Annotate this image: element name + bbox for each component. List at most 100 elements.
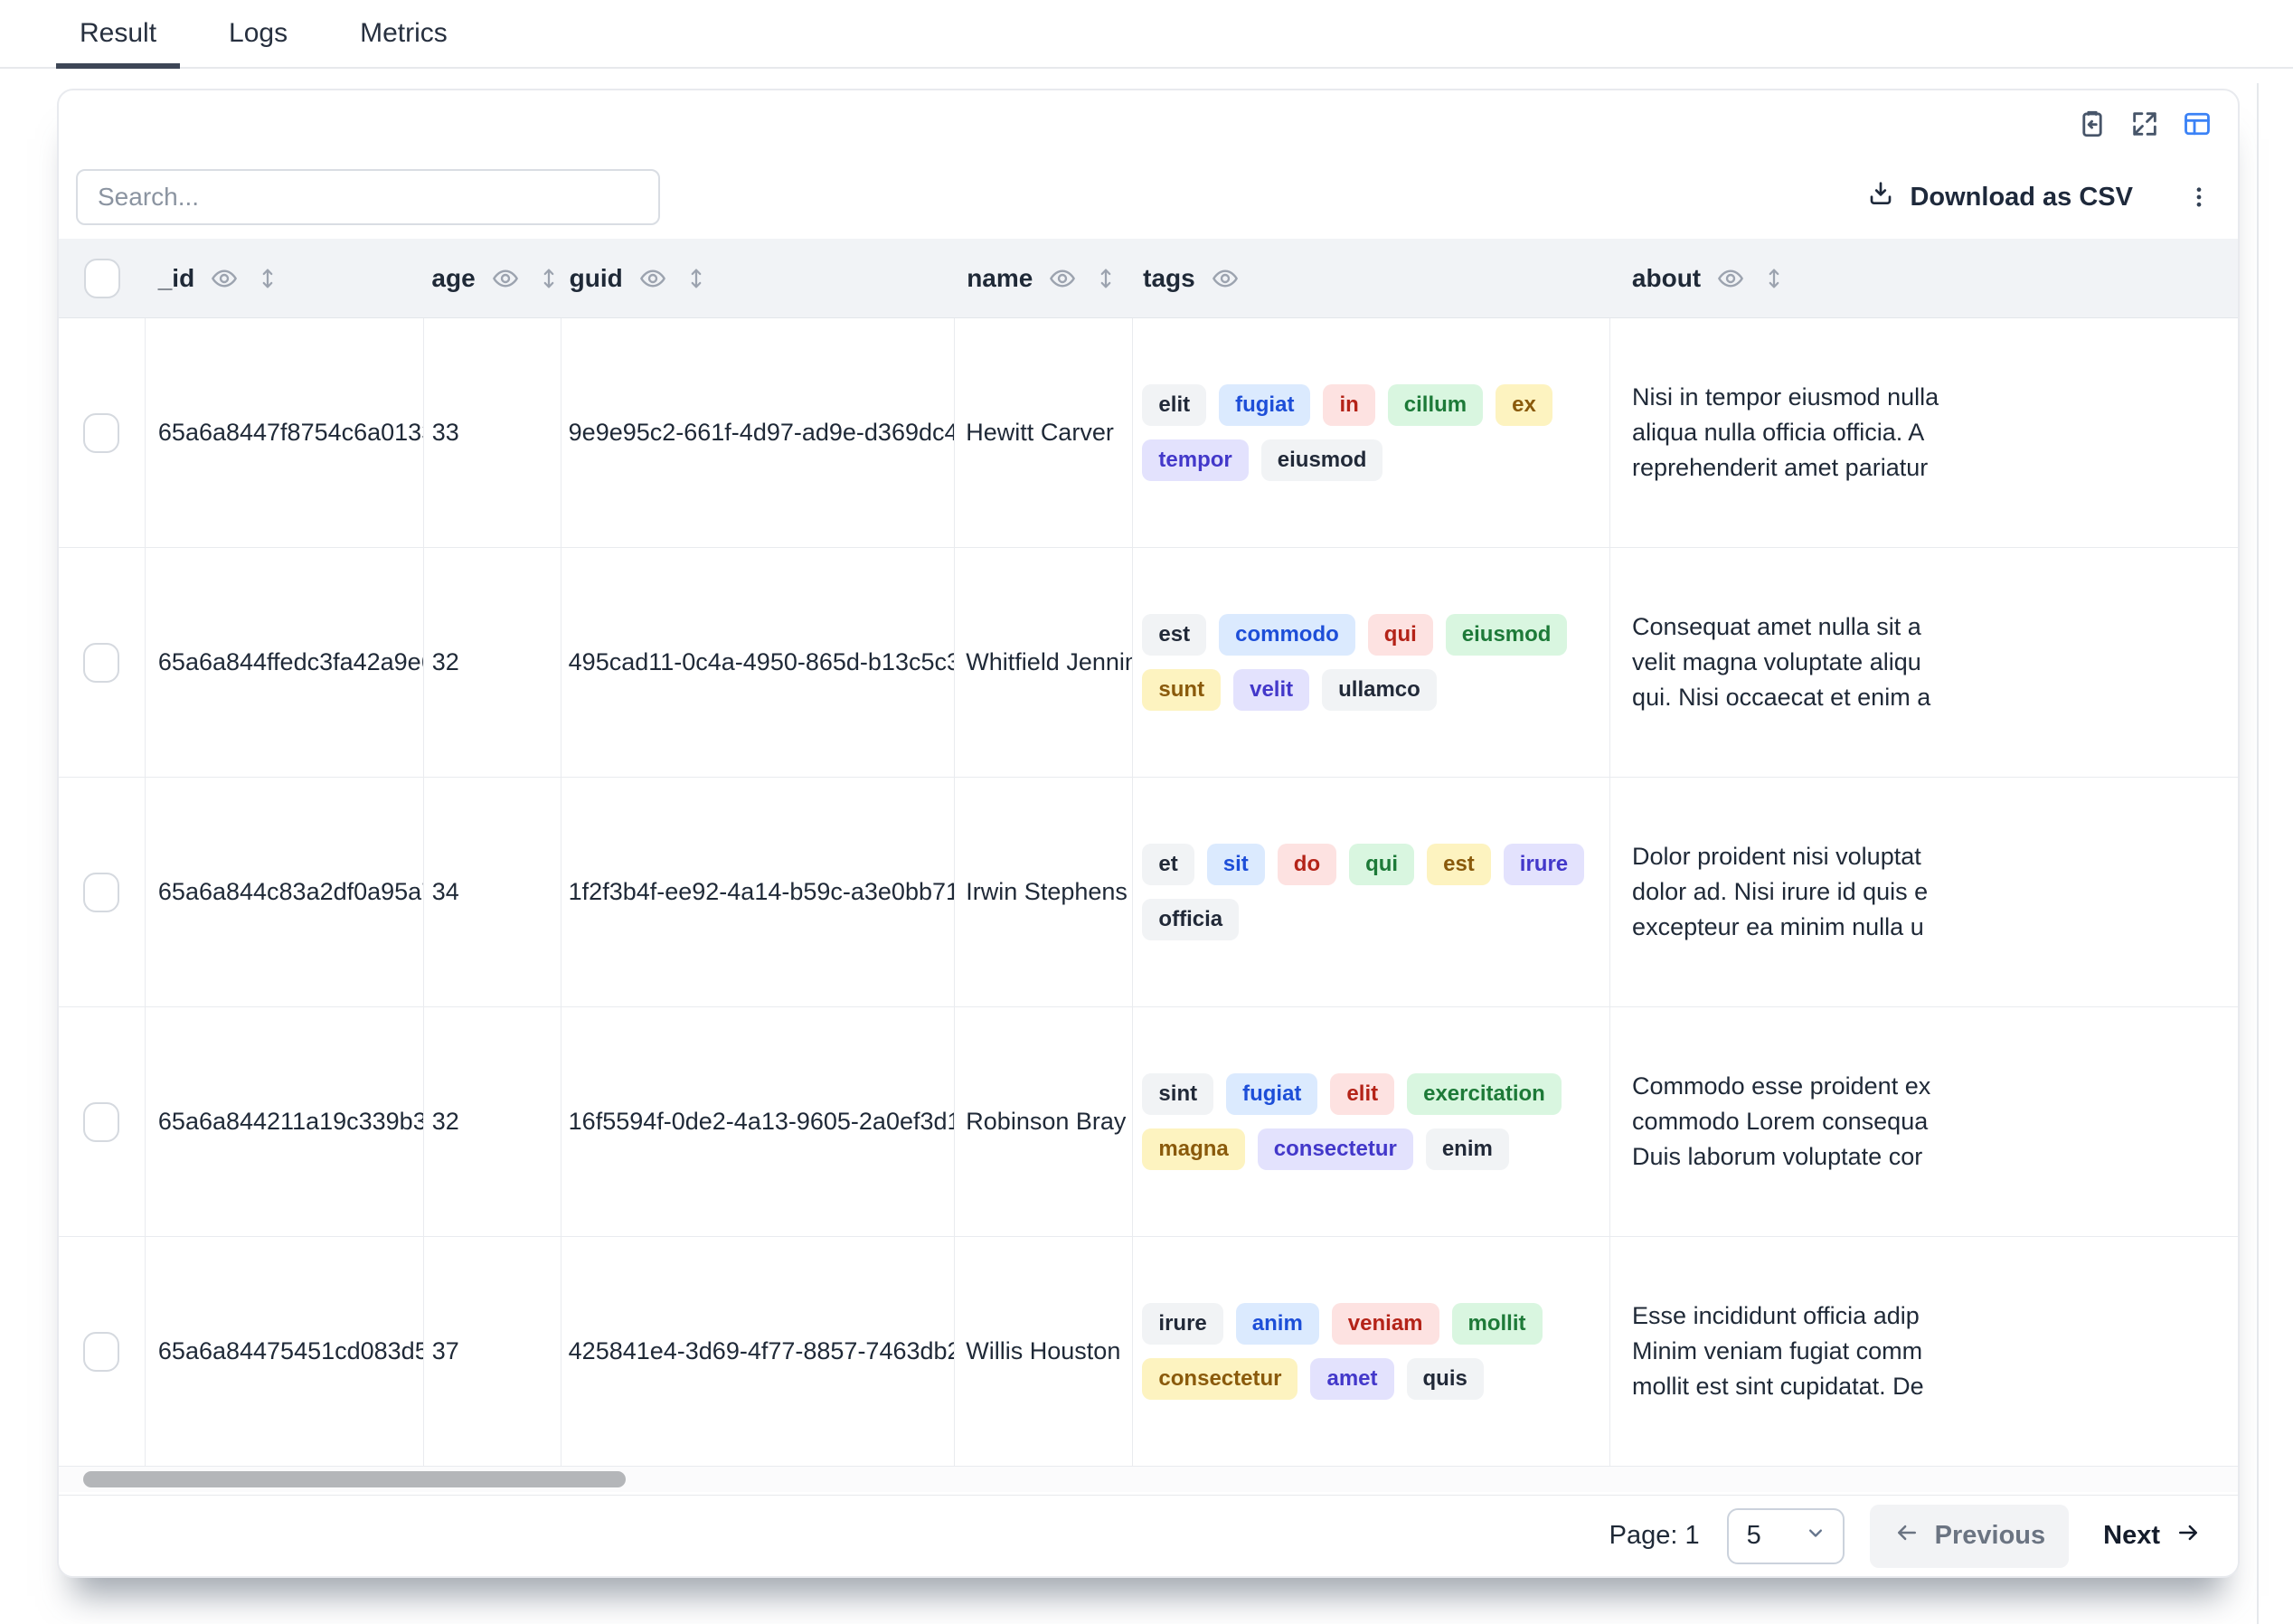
tag-pill: tempor — [1142, 439, 1249, 481]
tag-pill: amet — [1310, 1358, 1394, 1400]
eye-icon[interactable] — [210, 264, 239, 293]
cell-guid: 425841e4-3d69-4f77-8857-7463db211bb0 — [561, 1237, 956, 1466]
about-text-line: Duis laborum voluptate cor — [1632, 1143, 1923, 1170]
tag-pill: consectetur — [1142, 1358, 1298, 1400]
sort-icon[interactable] — [683, 265, 710, 292]
tag-pill: fugiat — [1219, 384, 1311, 426]
about-text-line: commodo Lorem consequa — [1632, 1108, 1929, 1135]
about-text-line: qui. Nisi occaecat et enim a — [1632, 684, 1931, 711]
cell-name: Willis Houston — [955, 1237, 1134, 1466]
table-columns-icon[interactable] — [2182, 109, 2213, 139]
eye-icon[interactable] — [491, 264, 520, 293]
about-text-line: Esse incididunt officia adip — [1632, 1302, 1920, 1329]
arrow-left-icon — [1893, 1519, 1920, 1553]
cell-name: Irwin Stephens — [955, 778, 1134, 1006]
cell-age: 32 — [424, 548, 561, 777]
tag-pill: veniam — [1331, 1303, 1439, 1345]
row-checkbox[interactable] — [83, 1101, 120, 1142]
cell-id: 65a6a844c83a2df0a95a76ee — [146, 778, 424, 1006]
sort-icon[interactable] — [535, 265, 562, 292]
tag-pill: exercitation — [1407, 1073, 1562, 1115]
cell-guid: 9e9e95c2-661f-4d97-ad9e-d369dc4d2349 — [561, 318, 956, 547]
tag-pill: in — [1323, 384, 1375, 426]
sort-icon[interactable] — [1760, 265, 1788, 292]
cell-name: Robinson Bray — [955, 1007, 1134, 1236]
tag-pill: elit — [1142, 384, 1207, 426]
tag-pill: irure — [1142, 1303, 1223, 1345]
sort-icon[interactable] — [1092, 265, 1119, 292]
search-input[interactable] — [76, 169, 660, 225]
eye-icon[interactable] — [1048, 264, 1077, 293]
table-body: 65a6a8447f8754c6a0133f79339e9e95c2-661f-… — [59, 318, 2238, 1467]
row-checkbox[interactable] — [83, 1331, 120, 1372]
row-checkbox[interactable] — [83, 872, 120, 912]
tag-pill: ullamco — [1322, 669, 1437, 711]
row-checkbox[interactable] — [83, 412, 120, 453]
cell-id: 65a6a844211a19c339b3e3d3 — [146, 1007, 424, 1236]
tag-pill: eiusmod — [1445, 614, 1568, 656]
horizontal-scrollbar-thumb[interactable] — [83, 1471, 626, 1487]
row-checkbox[interactable] — [83, 642, 120, 683]
horizontal-scrollbar-track — [59, 1467, 2238, 1492]
tag-pill: est — [1142, 614, 1207, 656]
column-header-name: name — [967, 263, 1033, 292]
select-all-checkbox[interactable] — [83, 258, 120, 298]
pagination-bar: Page: 1 5 Previous Next — [59, 1495, 2238, 1576]
tag-pill: elit — [1330, 1073, 1395, 1115]
previous-page-button[interactable]: Previous — [1869, 1504, 2070, 1568]
about-text-line: reprehenderit amet pariatur — [1632, 454, 1929, 481]
more-options-button[interactable] — [2185, 184, 2213, 211]
cell-tags: est commodo qui eiusmod sunt velit ullamco — [1133, 548, 1611, 777]
tag-pill: cillum — [1387, 384, 1484, 426]
tab-result[interactable]: Result — [56, 0, 181, 69]
panel-corner-icons — [2077, 109, 2213, 139]
cell-about: Esse incididunt officia adip Minim veniam… — [1610, 1237, 2238, 1466]
data-table: _id age guid name tags about 65a6a8447f8754c6… — [59, 239, 2238, 1467]
tab-logs[interactable]: Logs — [229, 18, 288, 48]
sort-icon[interactable] — [254, 265, 281, 292]
cell-guid: 1f2f3b4f-ee92-4a14-b59c-a3e0bb7174e4 — [561, 778, 956, 1006]
right-controls: Download as CSV — [1866, 179, 2213, 215]
column-header-tags: tags — [1143, 263, 1195, 292]
cell-tags: irure anim veniam mollit consectetur amet quis — [1133, 1237, 1611, 1466]
table-row: 65a6a844c83a2df0a95a76ee341f2f3b4f-ee92-… — [59, 778, 2238, 1007]
eye-icon[interactable] — [638, 264, 667, 293]
cell-about: Consequat amet nulla sit a velit magna vo… — [1610, 548, 2238, 777]
column-header-guid: guid — [569, 263, 623, 292]
tab-metrics[interactable]: Metrics — [360, 18, 448, 48]
eye-icon[interactable] — [1716, 264, 1745, 293]
tag-pill: consectetur — [1257, 1128, 1413, 1170]
cell-tags: sint fugiat elit exercitation magna consectet… — [1133, 1007, 1611, 1236]
download-csv-button[interactable]: Download as CSV — [1866, 179, 2133, 215]
page-size-select[interactable]: 5 — [1726, 1507, 1845, 1564]
cell-age: 34 — [424, 778, 561, 1006]
tag-pill: quis — [1406, 1358, 1484, 1400]
tag-pill: commodo — [1219, 614, 1355, 656]
cell-guid: 16f5594f-0de2-4a13-9605-2a0ef3d1b3d2 — [561, 1007, 956, 1236]
table-row: 65a6a84475451cd083d5eacc37425841e4-3d69-… — [59, 1237, 2238, 1467]
result-panel: Download as CSV _id age guid name tags about … — [57, 89, 2240, 1578]
table-header-row: _id age guid name tags about — [59, 239, 2238, 318]
expand-icon[interactable] — [2129, 109, 2160, 139]
about-text-line: dolor ad. Nisi irure id quis e — [1632, 878, 1929, 905]
table-controls: Download as CSV — [76, 169, 2213, 225]
about-text-line: mollit est sint cupidatat. De — [1632, 1373, 1924, 1400]
tag-pill: magna — [1142, 1128, 1245, 1170]
cell-tags: et sit do qui est irure officia — [1133, 778, 1611, 1006]
next-page-button[interactable]: Next — [2094, 1505, 2211, 1568]
about-text-line: Consequat amet nulla sit a — [1632, 613, 1921, 640]
tag-pill: ex — [1496, 384, 1552, 426]
clipboard-import-icon[interactable] — [2077, 109, 2108, 139]
eye-icon[interactable] — [1211, 264, 1240, 293]
tag-pill: anim — [1235, 1303, 1319, 1345]
tag-pill: irure — [1503, 844, 1585, 885]
cell-id: 65a6a844ffedc3fa42a9e65e — [146, 548, 424, 777]
page-indicator: Page: 1 — [1609, 1521, 1700, 1550]
table-row: 65a6a844ffedc3fa42a9e65e32495cad11-0c4a-… — [59, 548, 2238, 778]
tag-pill: sint — [1142, 1073, 1214, 1115]
tag-pill: officia — [1142, 899, 1240, 940]
panel-divider-line — [2257, 83, 2259, 1624]
about-text-line: Dolor proident nisi voluptat — [1632, 843, 1921, 870]
arrow-right-icon — [2175, 1519, 2202, 1553]
tag-pill: qui — [1367, 614, 1433, 656]
